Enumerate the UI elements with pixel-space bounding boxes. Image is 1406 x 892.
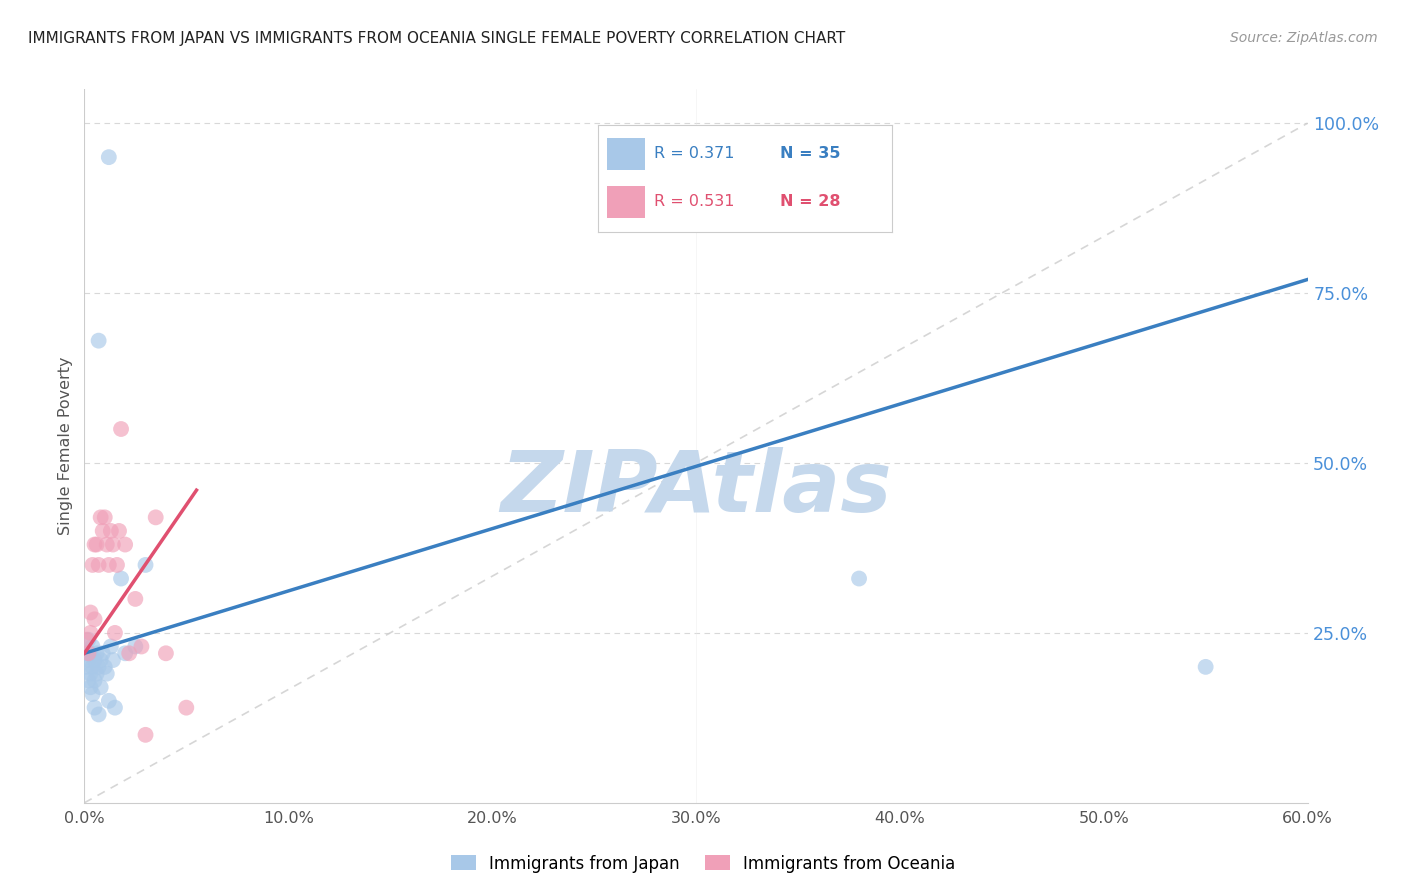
Point bbox=[83, 537, 105, 551]
Point bbox=[87, 334, 110, 348]
Point bbox=[100, 640, 122, 654]
Point bbox=[79, 606, 101, 620]
Point bbox=[176, 700, 198, 714]
Point bbox=[83, 673, 105, 688]
Point bbox=[87, 707, 110, 722]
Point bbox=[87, 558, 110, 572]
Point bbox=[96, 537, 118, 551]
Point bbox=[124, 591, 146, 606]
Point bbox=[79, 666, 101, 681]
Point bbox=[82, 640, 104, 654]
Point bbox=[90, 653, 112, 667]
Point bbox=[79, 626, 101, 640]
Point bbox=[1195, 660, 1218, 674]
Point bbox=[93, 660, 117, 674]
Point bbox=[848, 572, 870, 586]
Point bbox=[86, 537, 108, 551]
Point bbox=[79, 680, 101, 694]
Legend: Immigrants from Japan, Immigrants from Oceania: Immigrants from Japan, Immigrants from O… bbox=[444, 848, 962, 880]
Point bbox=[110, 572, 132, 586]
Point bbox=[77, 653, 100, 667]
Point bbox=[91, 524, 114, 538]
Point bbox=[110, 422, 132, 436]
Text: IMMIGRANTS FROM JAPAN VS IMMIGRANTS FROM OCEANIA SINGLE FEMALE POVERTY CORRELATI: IMMIGRANTS FROM JAPAN VS IMMIGRANTS FROM… bbox=[28, 31, 845, 46]
Point bbox=[118, 646, 141, 660]
Point bbox=[114, 646, 136, 660]
Point bbox=[83, 653, 105, 667]
Point bbox=[83, 612, 105, 626]
Point bbox=[86, 666, 108, 681]
Point bbox=[75, 646, 97, 660]
Point bbox=[101, 653, 124, 667]
Point bbox=[77, 673, 100, 688]
Point bbox=[135, 558, 157, 572]
Point bbox=[124, 640, 146, 654]
Point bbox=[97, 558, 120, 572]
Point bbox=[82, 558, 104, 572]
Text: Source: ZipAtlas.com: Source: ZipAtlas.com bbox=[1230, 31, 1378, 45]
Point bbox=[105, 558, 128, 572]
Point bbox=[96, 666, 118, 681]
Point bbox=[90, 510, 112, 524]
Point bbox=[97, 694, 120, 708]
Point bbox=[145, 510, 167, 524]
Point bbox=[86, 646, 108, 660]
Point bbox=[75, 660, 97, 674]
Text: ZIPAtlas: ZIPAtlas bbox=[501, 447, 891, 531]
Point bbox=[155, 646, 177, 660]
Point bbox=[82, 660, 104, 674]
Point bbox=[79, 646, 101, 660]
Point bbox=[100, 524, 122, 538]
Point bbox=[90, 680, 112, 694]
Point bbox=[108, 524, 131, 538]
Point bbox=[104, 626, 127, 640]
Point bbox=[75, 632, 97, 647]
Point bbox=[101, 537, 124, 551]
Point bbox=[87, 660, 110, 674]
Point bbox=[97, 150, 120, 164]
Point bbox=[131, 640, 153, 654]
Point bbox=[93, 510, 117, 524]
Point bbox=[91, 646, 114, 660]
Point bbox=[135, 728, 157, 742]
Point bbox=[82, 687, 104, 701]
Point bbox=[114, 537, 136, 551]
Point bbox=[77, 646, 100, 660]
Point bbox=[77, 632, 100, 647]
Point bbox=[83, 700, 105, 714]
Point bbox=[104, 700, 127, 714]
Y-axis label: Single Female Poverty: Single Female Poverty bbox=[58, 357, 73, 535]
